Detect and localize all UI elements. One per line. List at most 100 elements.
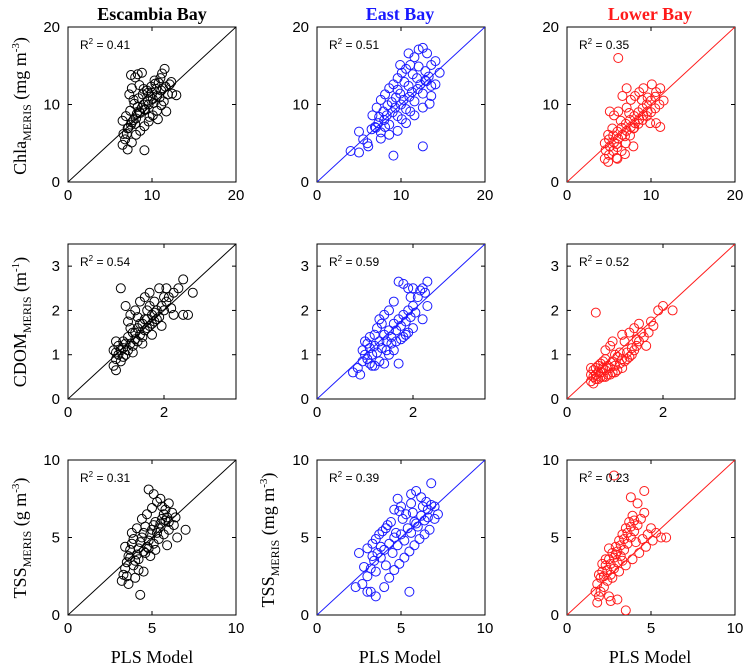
scatter-point xyxy=(392,125,403,136)
scatter-points xyxy=(116,484,191,600)
xlabel-col0: PLS Model xyxy=(111,647,194,667)
scatter-point xyxy=(375,541,386,552)
scatter-point xyxy=(130,72,141,83)
scatter-point xyxy=(370,534,381,545)
ylabel-extra-main: TSS xyxy=(258,576,278,607)
ylabel-row0-unit: (mg m xyxy=(10,52,31,104)
scatter-point xyxy=(157,83,168,94)
scatter-point xyxy=(152,114,163,125)
scatter-point xyxy=(153,523,164,534)
scatter-point xyxy=(379,358,390,369)
x-tick-label: 0 xyxy=(563,620,571,637)
x-tick-label: 2 xyxy=(160,404,168,421)
one-to-one-line xyxy=(68,27,236,182)
y-tick-label: 10 xyxy=(542,97,559,114)
scatter-point xyxy=(619,336,630,347)
y-tick-label: 2 xyxy=(52,302,60,319)
scatter-point xyxy=(394,558,405,569)
scatter-point xyxy=(139,145,150,156)
y-tick-label: 0 xyxy=(52,607,60,624)
scatter-points xyxy=(586,301,678,389)
scatter-point xyxy=(362,338,373,349)
r2-annotation: R2 = 0.52 xyxy=(579,254,629,269)
y-tick-label: 0 xyxy=(301,391,309,408)
scatter-point xyxy=(641,340,652,351)
r2-value: = 0.51 xyxy=(342,38,379,52)
scatter-point xyxy=(367,110,378,121)
x-tick-label: 0 xyxy=(64,620,72,637)
scatter-point xyxy=(396,501,406,512)
x-tick-label: 2 xyxy=(659,404,667,421)
scatter-point xyxy=(369,329,380,340)
y-tick-label: 2 xyxy=(301,302,309,319)
scatter-point xyxy=(370,591,381,602)
scatter-point xyxy=(406,87,417,98)
scatter-point xyxy=(396,114,407,125)
ylabel-row2-unit: (g m xyxy=(10,493,31,531)
scatter-point xyxy=(600,371,611,382)
x-tick-label: 10 xyxy=(643,187,660,204)
panel-0-2: 0 10 20 0 10 20 R2 = 0.35 xyxy=(542,19,743,204)
ylabel-row1-close: ) xyxy=(10,257,31,263)
scatter-point xyxy=(611,139,622,150)
scatter-point xyxy=(411,486,422,496)
scatter-point xyxy=(380,121,391,132)
scatter-point xyxy=(404,586,415,597)
scatter-point xyxy=(411,518,422,529)
scatter-point xyxy=(159,63,170,74)
r2-value: = 0.54 xyxy=(93,255,130,269)
scatter-point xyxy=(406,527,417,538)
ylabel-row2-sub: MERIS xyxy=(20,531,34,568)
scatter-point xyxy=(415,79,426,90)
one-to-one-line xyxy=(68,244,236,399)
scatter-point xyxy=(171,90,182,101)
scatter-point xyxy=(160,515,171,526)
scatter-point xyxy=(417,141,428,152)
scatter-point xyxy=(147,503,157,514)
scatter-point xyxy=(183,309,193,320)
scatter-point xyxy=(613,106,624,117)
scatter-point xyxy=(357,356,368,367)
y-tick-label: 10 xyxy=(542,452,559,469)
scatter-point xyxy=(153,534,164,545)
scatter-point xyxy=(639,507,650,518)
scatter-point xyxy=(607,367,618,378)
scatter-point xyxy=(390,92,401,103)
r2-superscript: 2 xyxy=(338,470,343,479)
x-tick-label: 10 xyxy=(477,620,494,637)
r2-superscript: 2 xyxy=(89,470,94,479)
x-tick-label: 2 xyxy=(409,404,417,421)
scatter-point xyxy=(115,283,126,294)
scatter-point xyxy=(121,571,132,582)
scatter-point xyxy=(160,504,171,515)
scatter-point xyxy=(388,296,399,307)
scatter-point xyxy=(638,83,649,94)
scatter-points xyxy=(590,470,672,615)
scatter-point xyxy=(636,327,647,338)
scatter-point xyxy=(120,301,131,311)
scatter-point xyxy=(375,133,386,144)
scatter-point xyxy=(136,67,147,78)
scatter-point xyxy=(661,532,672,543)
r2-annotation: R2 = 0.51 xyxy=(329,37,379,52)
y-tick-label: 0 xyxy=(52,391,60,408)
axes-frame xyxy=(67,243,237,400)
r2-value: = 0.35 xyxy=(592,38,629,52)
scatter-point xyxy=(132,101,143,112)
scatter-point xyxy=(384,305,394,316)
panel-2-1: 0 5 10 0 5 10 R2 = 0.39 xyxy=(292,452,493,637)
scatter-point xyxy=(145,529,156,540)
scatter-point xyxy=(393,358,404,369)
scatter-point xyxy=(168,520,179,531)
scatter-point xyxy=(123,579,134,589)
r2-prefix: R xyxy=(579,471,588,485)
scatter-point xyxy=(422,512,433,523)
scatter-point xyxy=(611,152,622,163)
ylabel-row1: CDOMMERIS (m-1) xyxy=(10,257,34,387)
scatter-point xyxy=(404,546,415,557)
scatter-point xyxy=(150,517,161,527)
panel-2-2: 0 5 10 0 5 10 R2 = 0.23 xyxy=(542,452,743,637)
scatter-points xyxy=(348,276,433,380)
scatter-point xyxy=(658,301,668,311)
